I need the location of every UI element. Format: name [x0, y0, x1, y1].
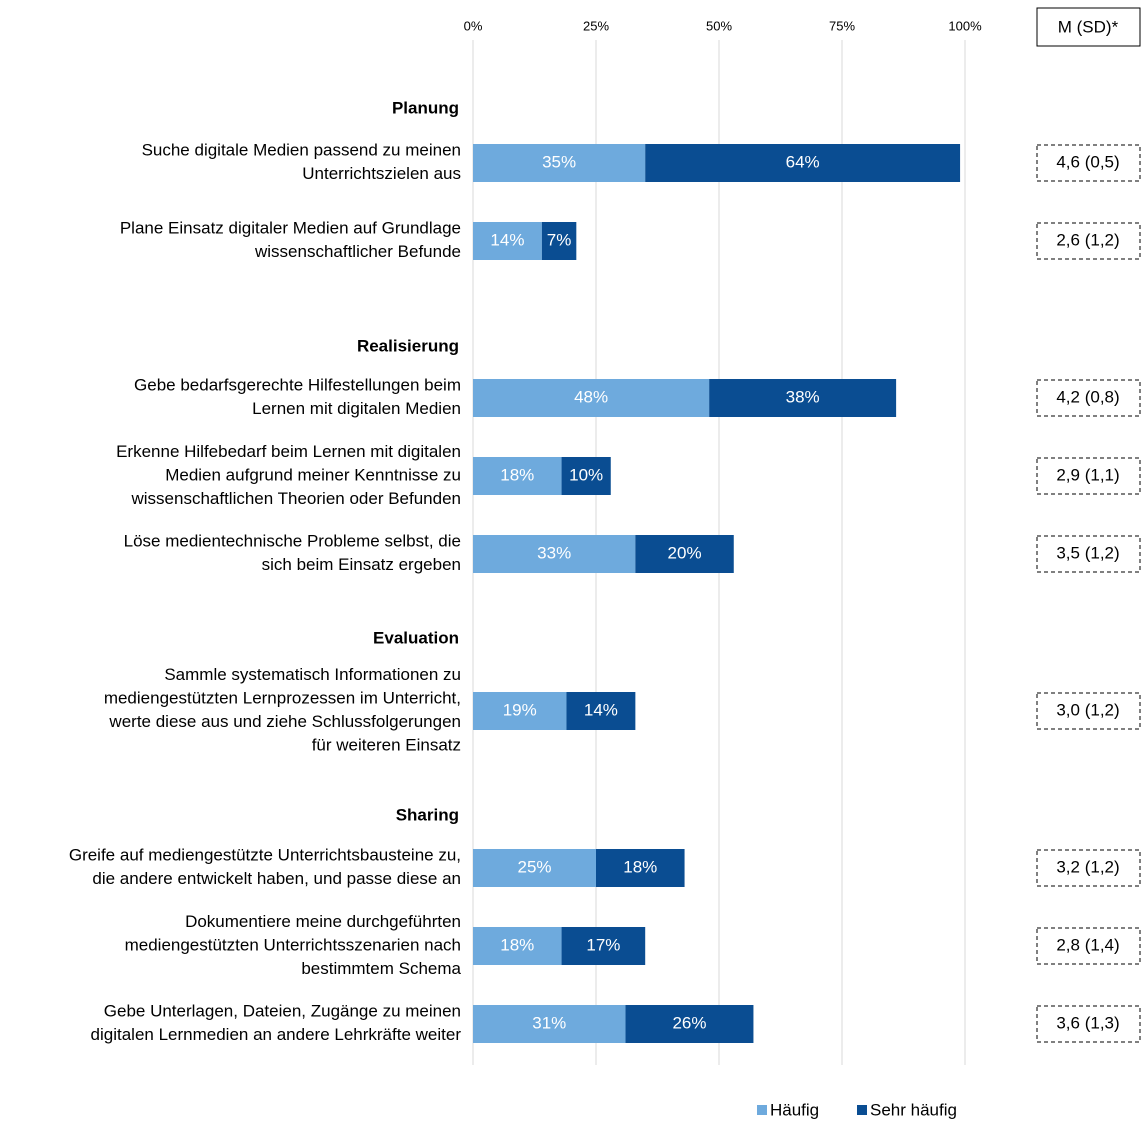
row-label: Greife auf mediengestützte Unterrichtsba… [69, 846, 461, 865]
value-label: 26% [672, 1013, 706, 1032]
value-label: 18% [500, 935, 534, 954]
row-label: Plane Einsatz digitaler Medien auf Grund… [120, 219, 461, 238]
value-label: 33% [537, 543, 571, 562]
legend-swatch [857, 1105, 867, 1115]
stat-box [1036, 927, 1141, 965]
row-label: wissenschaftlicher Befunde [254, 242, 461, 261]
bar-segment [635, 535, 734, 573]
bar-segment [561, 927, 646, 965]
stat-box [1036, 457, 1141, 495]
row-label: sich beim Einsatz ergeben [262, 555, 461, 574]
stat-value: 4,2 (0,8) [1056, 387, 1119, 406]
stat-value: 3,6 (1,3) [1056, 1013, 1119, 1032]
value-label: 18% [623, 857, 657, 876]
bar-segment [473, 535, 636, 573]
value-label: 14% [584, 700, 618, 719]
bar-segment [473, 927, 562, 965]
bar-segment [473, 1005, 626, 1043]
value-label: 20% [668, 543, 702, 562]
legend-label: Sehr häufig [870, 1100, 957, 1119]
bar-segment [473, 692, 567, 730]
legend-label: Häufig [770, 1100, 819, 1119]
stat-box [1036, 222, 1141, 260]
value-label: 35% [542, 152, 576, 171]
bar-segment [473, 379, 710, 417]
value-label: 10% [569, 465, 603, 484]
row-label: Gebe bedarfsgerechte Hilfestellungen bei… [134, 376, 461, 395]
row-label: Dokumentiere meine durchgeführten [185, 912, 461, 931]
legend-swatch [757, 1105, 767, 1115]
stat-value: 3,0 (1,2) [1056, 700, 1119, 719]
group-label: Evaluation [373, 628, 459, 647]
stat-box [1036, 144, 1141, 182]
value-label: 14% [490, 230, 524, 249]
row-label: Medien aufgrund meiner Kenntnisse zu [165, 465, 461, 484]
x-tick-label: 0% [464, 18, 483, 33]
row-label: Sammle systematisch Informationen zu [164, 665, 461, 684]
bar-segment [596, 849, 685, 887]
row-label: Gebe Unterlagen, Dateien, Zugänge zu mei… [104, 1002, 461, 1021]
bar-segment [709, 379, 897, 417]
bar-segment [645, 144, 961, 182]
row-label: Lernen mit digitalen Medien [252, 399, 461, 418]
bar-segment [473, 849, 596, 887]
stat-value: 3,5 (1,2) [1056, 543, 1119, 562]
value-label: 64% [786, 152, 820, 171]
row-label: werte diese aus und ziehe Schlussfolgeru… [108, 712, 461, 731]
group-label: Sharing [396, 805, 459, 824]
bar-segment [473, 144, 646, 182]
value-label: 18% [500, 465, 534, 484]
x-tick-label: 25% [583, 18, 609, 33]
value-label: 48% [574, 387, 608, 406]
stat-value: 2,9 (1,1) [1056, 465, 1119, 484]
row-label: Erkenne Hilfebedarf beim Lernen mit digi… [116, 442, 461, 461]
stat-value: 4,6 (0,5) [1056, 152, 1119, 171]
bar-segment [541, 222, 577, 260]
stat-header-box [1036, 7, 1141, 47]
stat-box [1036, 535, 1141, 573]
stat-box [1036, 379, 1141, 417]
bar-segment [473, 457, 562, 495]
stat-value: 3,2 (1,2) [1056, 857, 1119, 876]
stat-box [1036, 1005, 1141, 1043]
row-label: mediengestützten Unterrichtsszenarien na… [125, 935, 461, 954]
stat-header: M (SD)* [1058, 17, 1119, 36]
bar-segment [561, 457, 611, 495]
row-label: Löse medientechnische Probleme selbst, d… [124, 532, 461, 551]
group-label: Planung [392, 98, 459, 117]
x-tick-label: 75% [829, 18, 855, 33]
row-label: für weiteren Einsatz [312, 736, 461, 755]
stat-value: 2,8 (1,4) [1056, 935, 1119, 954]
stat-value: 2,6 (1,2) [1056, 230, 1119, 249]
value-label: 25% [517, 857, 551, 876]
row-label: digitalen Lernmedien an andere Lehrkräft… [91, 1025, 462, 1044]
stat-box [1036, 849, 1141, 887]
row-label: mediengestützten Lernprozessen im Unterr… [104, 689, 461, 708]
row-label: bestimmtem Schema [301, 959, 461, 978]
value-label: 17% [586, 935, 620, 954]
bar-segment [473, 222, 542, 260]
bar-segment [566, 692, 636, 730]
value-label: 38% [786, 387, 820, 406]
bar-segment [625, 1005, 754, 1043]
stat-box [1036, 692, 1141, 730]
value-label: 7% [547, 230, 572, 249]
row-label: wissenschaftlichen Theorien oder Befunde… [130, 489, 461, 508]
value-label: 31% [532, 1013, 566, 1032]
row-label: die andere entwickelt haben, und passe d… [92, 869, 461, 888]
x-tick-label: 50% [706, 18, 732, 33]
row-label: Suche digitale Medien passend zu meinen [142, 141, 461, 160]
x-tick-label: 100% [948, 18, 982, 33]
group-label: Realisierung [357, 336, 459, 355]
value-label: 19% [503, 700, 537, 719]
row-label: Unterrichtszielen aus [302, 164, 461, 183]
